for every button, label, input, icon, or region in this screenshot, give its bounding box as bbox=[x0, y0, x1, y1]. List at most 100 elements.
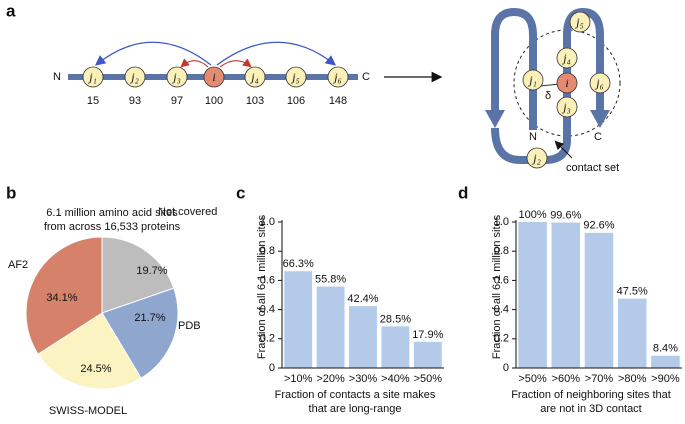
residue-number: 106 bbox=[287, 95, 305, 107]
node-label: j₆ bbox=[594, 76, 604, 90]
bar bbox=[413, 341, 442, 368]
long-range-arrow bbox=[94, 41, 212, 66]
value-label: 100% bbox=[519, 209, 547, 221]
node bbox=[556, 47, 578, 69]
slice-label: PDB bbox=[178, 320, 201, 332]
node-label: j₁ bbox=[527, 73, 537, 87]
x-tick-label: >40% bbox=[381, 373, 410, 385]
short-range-arrow bbox=[180, 58, 209, 68]
strand-arrowhead bbox=[485, 110, 505, 128]
panel-letter: d bbox=[458, 183, 468, 202]
short-range-arrow bbox=[219, 58, 252, 68]
y-tick-label: 0 bbox=[503, 362, 509, 374]
strand-arrowhead bbox=[590, 110, 610, 128]
strand bbox=[491, 7, 537, 130]
bar bbox=[316, 286, 345, 368]
pointer bbox=[554, 140, 573, 159]
pie-slice bbox=[25, 236, 103, 355]
node bbox=[569, 11, 591, 33]
node-label: j₆ bbox=[332, 70, 342, 84]
bar bbox=[551, 222, 581, 368]
y-tick-label: 0.4 bbox=[494, 304, 509, 316]
subtitle: 6.1 million amino acid sites bbox=[46, 207, 178, 219]
y-tick-label: 0.6 bbox=[260, 274, 275, 286]
node-label: j₅ bbox=[574, 15, 584, 29]
residue-number: 93 bbox=[129, 95, 141, 107]
value-label: 34.1% bbox=[46, 292, 77, 304]
node bbox=[244, 66, 266, 88]
value-label: 92.6% bbox=[583, 220, 614, 232]
long-range-arrow bbox=[216, 41, 337, 66]
node-label: j₂ bbox=[531, 151, 541, 165]
node bbox=[203, 66, 225, 88]
y-tick-label: 0.6 bbox=[494, 274, 509, 286]
node-label: j₃ bbox=[171, 70, 181, 84]
residue-number: 103 bbox=[246, 95, 264, 107]
y-tick-label: 0.8 bbox=[494, 245, 509, 257]
bar bbox=[651, 355, 680, 368]
node bbox=[82, 66, 104, 88]
pie-slice bbox=[101, 287, 179, 379]
x-tick-label: >30% bbox=[349, 373, 378, 385]
slice-label: AF2 bbox=[8, 259, 28, 271]
node bbox=[124, 66, 146, 88]
x-axis-label: that are long-range bbox=[309, 403, 402, 415]
value-label: 21.7% bbox=[134, 312, 165, 324]
residue-number: 148 bbox=[329, 95, 347, 107]
y-tick-label: 0.4 bbox=[260, 304, 275, 316]
node bbox=[526, 147, 548, 169]
node bbox=[589, 72, 611, 94]
bar bbox=[349, 306, 377, 368]
x-tick-label: >90% bbox=[651, 373, 680, 385]
slice-label: Not covered bbox=[158, 206, 217, 218]
node bbox=[556, 96, 578, 118]
bar bbox=[584, 232, 614, 368]
bar bbox=[518, 222, 547, 368]
x-tick-label: >50% bbox=[414, 373, 443, 385]
y-tick-label: 0.2 bbox=[260, 333, 275, 345]
x-axis-label: are not in 3D contact bbox=[540, 403, 642, 415]
y-axis-label: Fraction of all 6.1 million sites bbox=[256, 214, 268, 359]
node bbox=[556, 72, 578, 94]
x-tick-label: >50% bbox=[518, 373, 547, 385]
contact-circle bbox=[513, 29, 621, 137]
node-label: j₁ bbox=[87, 70, 97, 84]
node-label: j₂ bbox=[129, 70, 139, 84]
delta-label: δ bbox=[545, 90, 551, 102]
residue-number: 100 bbox=[205, 95, 223, 107]
bar bbox=[381, 326, 410, 368]
node-label: i bbox=[565, 76, 568, 90]
node-label: j₃ bbox=[561, 100, 571, 114]
value-label: 19.7% bbox=[136, 265, 167, 277]
residue-number: 97 bbox=[171, 95, 183, 107]
n-terminus: N bbox=[53, 71, 61, 83]
value-label: 28.5% bbox=[380, 313, 411, 325]
c-terminus: C bbox=[594, 131, 602, 143]
x-axis-label: Fraction of contacts a site makes bbox=[275, 389, 436, 401]
node-label: j₄ bbox=[249, 70, 259, 84]
value-label: 42.4% bbox=[347, 293, 378, 305]
pie-slice bbox=[37, 312, 142, 390]
value-label: 99.6% bbox=[550, 209, 581, 221]
panel-letter: b bbox=[6, 183, 16, 202]
node-label: i bbox=[212, 70, 215, 84]
y-tick-label: 0.8 bbox=[260, 245, 275, 257]
bar bbox=[284, 271, 313, 368]
y-axis-label: Fraction of all 6.1 million sites bbox=[491, 214, 503, 359]
y-tick-label: 1.0 bbox=[260, 216, 275, 228]
node bbox=[166, 66, 188, 88]
slice-label: SWISS-MODEL bbox=[49, 405, 127, 417]
value-label: 24.5% bbox=[80, 363, 111, 375]
node-label: j₄ bbox=[561, 51, 571, 65]
x-axis-label: Fraction of neighboring sites that bbox=[511, 389, 671, 401]
y-tick-label: 0.2 bbox=[494, 333, 509, 345]
x-tick-label: >60% bbox=[552, 373, 581, 385]
node bbox=[327, 66, 349, 88]
residue-number: 15 bbox=[87, 95, 99, 107]
value-label: 66.3% bbox=[283, 258, 314, 270]
value-label: 55.8% bbox=[315, 273, 346, 285]
value-label: 47.5% bbox=[617, 286, 648, 298]
node bbox=[285, 66, 307, 88]
x-tick-label: >70% bbox=[585, 373, 614, 385]
